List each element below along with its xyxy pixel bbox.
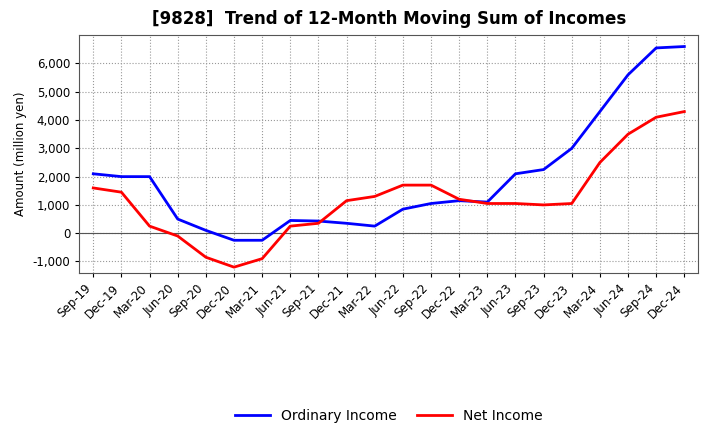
Net Income <box>511 201 520 206</box>
Line: Ordinary Income: Ordinary Income <box>94 47 684 240</box>
Y-axis label: Amount (million yen): Amount (million yen) <box>14 92 27 216</box>
Legend: Ordinary Income, Net Income: Ordinary Income, Net Income <box>229 403 549 429</box>
Ordinary Income <box>258 238 266 243</box>
Ordinary Income <box>370 224 379 229</box>
Net Income <box>145 224 154 229</box>
Net Income <box>174 233 182 238</box>
Net Income <box>652 114 660 120</box>
Ordinary Income <box>314 218 323 224</box>
Ordinary Income <box>680 44 688 49</box>
Ordinary Income <box>399 206 408 212</box>
Net Income <box>286 224 294 229</box>
Ordinary Income <box>455 198 464 203</box>
Ordinary Income <box>286 218 294 223</box>
Ordinary Income <box>567 146 576 151</box>
Ordinary Income <box>89 171 98 176</box>
Net Income <box>370 194 379 199</box>
Net Income <box>314 221 323 226</box>
Ordinary Income <box>539 167 548 172</box>
Net Income <box>399 183 408 188</box>
Ordinary Income <box>624 72 632 77</box>
Net Income <box>455 197 464 202</box>
Ordinary Income <box>145 174 154 179</box>
Ordinary Income <box>174 216 182 222</box>
Ordinary Income <box>511 171 520 176</box>
Ordinary Income <box>230 238 238 243</box>
Ordinary Income <box>652 45 660 51</box>
Net Income <box>624 132 632 137</box>
Net Income <box>89 185 98 191</box>
Net Income <box>567 201 576 206</box>
Net Income <box>680 109 688 114</box>
Net Income <box>342 198 351 203</box>
Ordinary Income <box>595 109 604 114</box>
Title: [9828]  Trend of 12-Month Moving Sum of Incomes: [9828] Trend of 12-Month Moving Sum of I… <box>152 10 626 28</box>
Ordinary Income <box>117 174 126 179</box>
Net Income <box>595 160 604 165</box>
Ordinary Income <box>427 201 436 206</box>
Net Income <box>117 190 126 195</box>
Net Income <box>539 202 548 208</box>
Net Income <box>230 264 238 270</box>
Net Income <box>202 255 210 260</box>
Ordinary Income <box>483 199 492 205</box>
Line: Net Income: Net Income <box>94 112 684 267</box>
Net Income <box>258 256 266 261</box>
Ordinary Income <box>202 228 210 233</box>
Net Income <box>427 183 436 188</box>
Ordinary Income <box>342 221 351 226</box>
Net Income <box>483 201 492 206</box>
